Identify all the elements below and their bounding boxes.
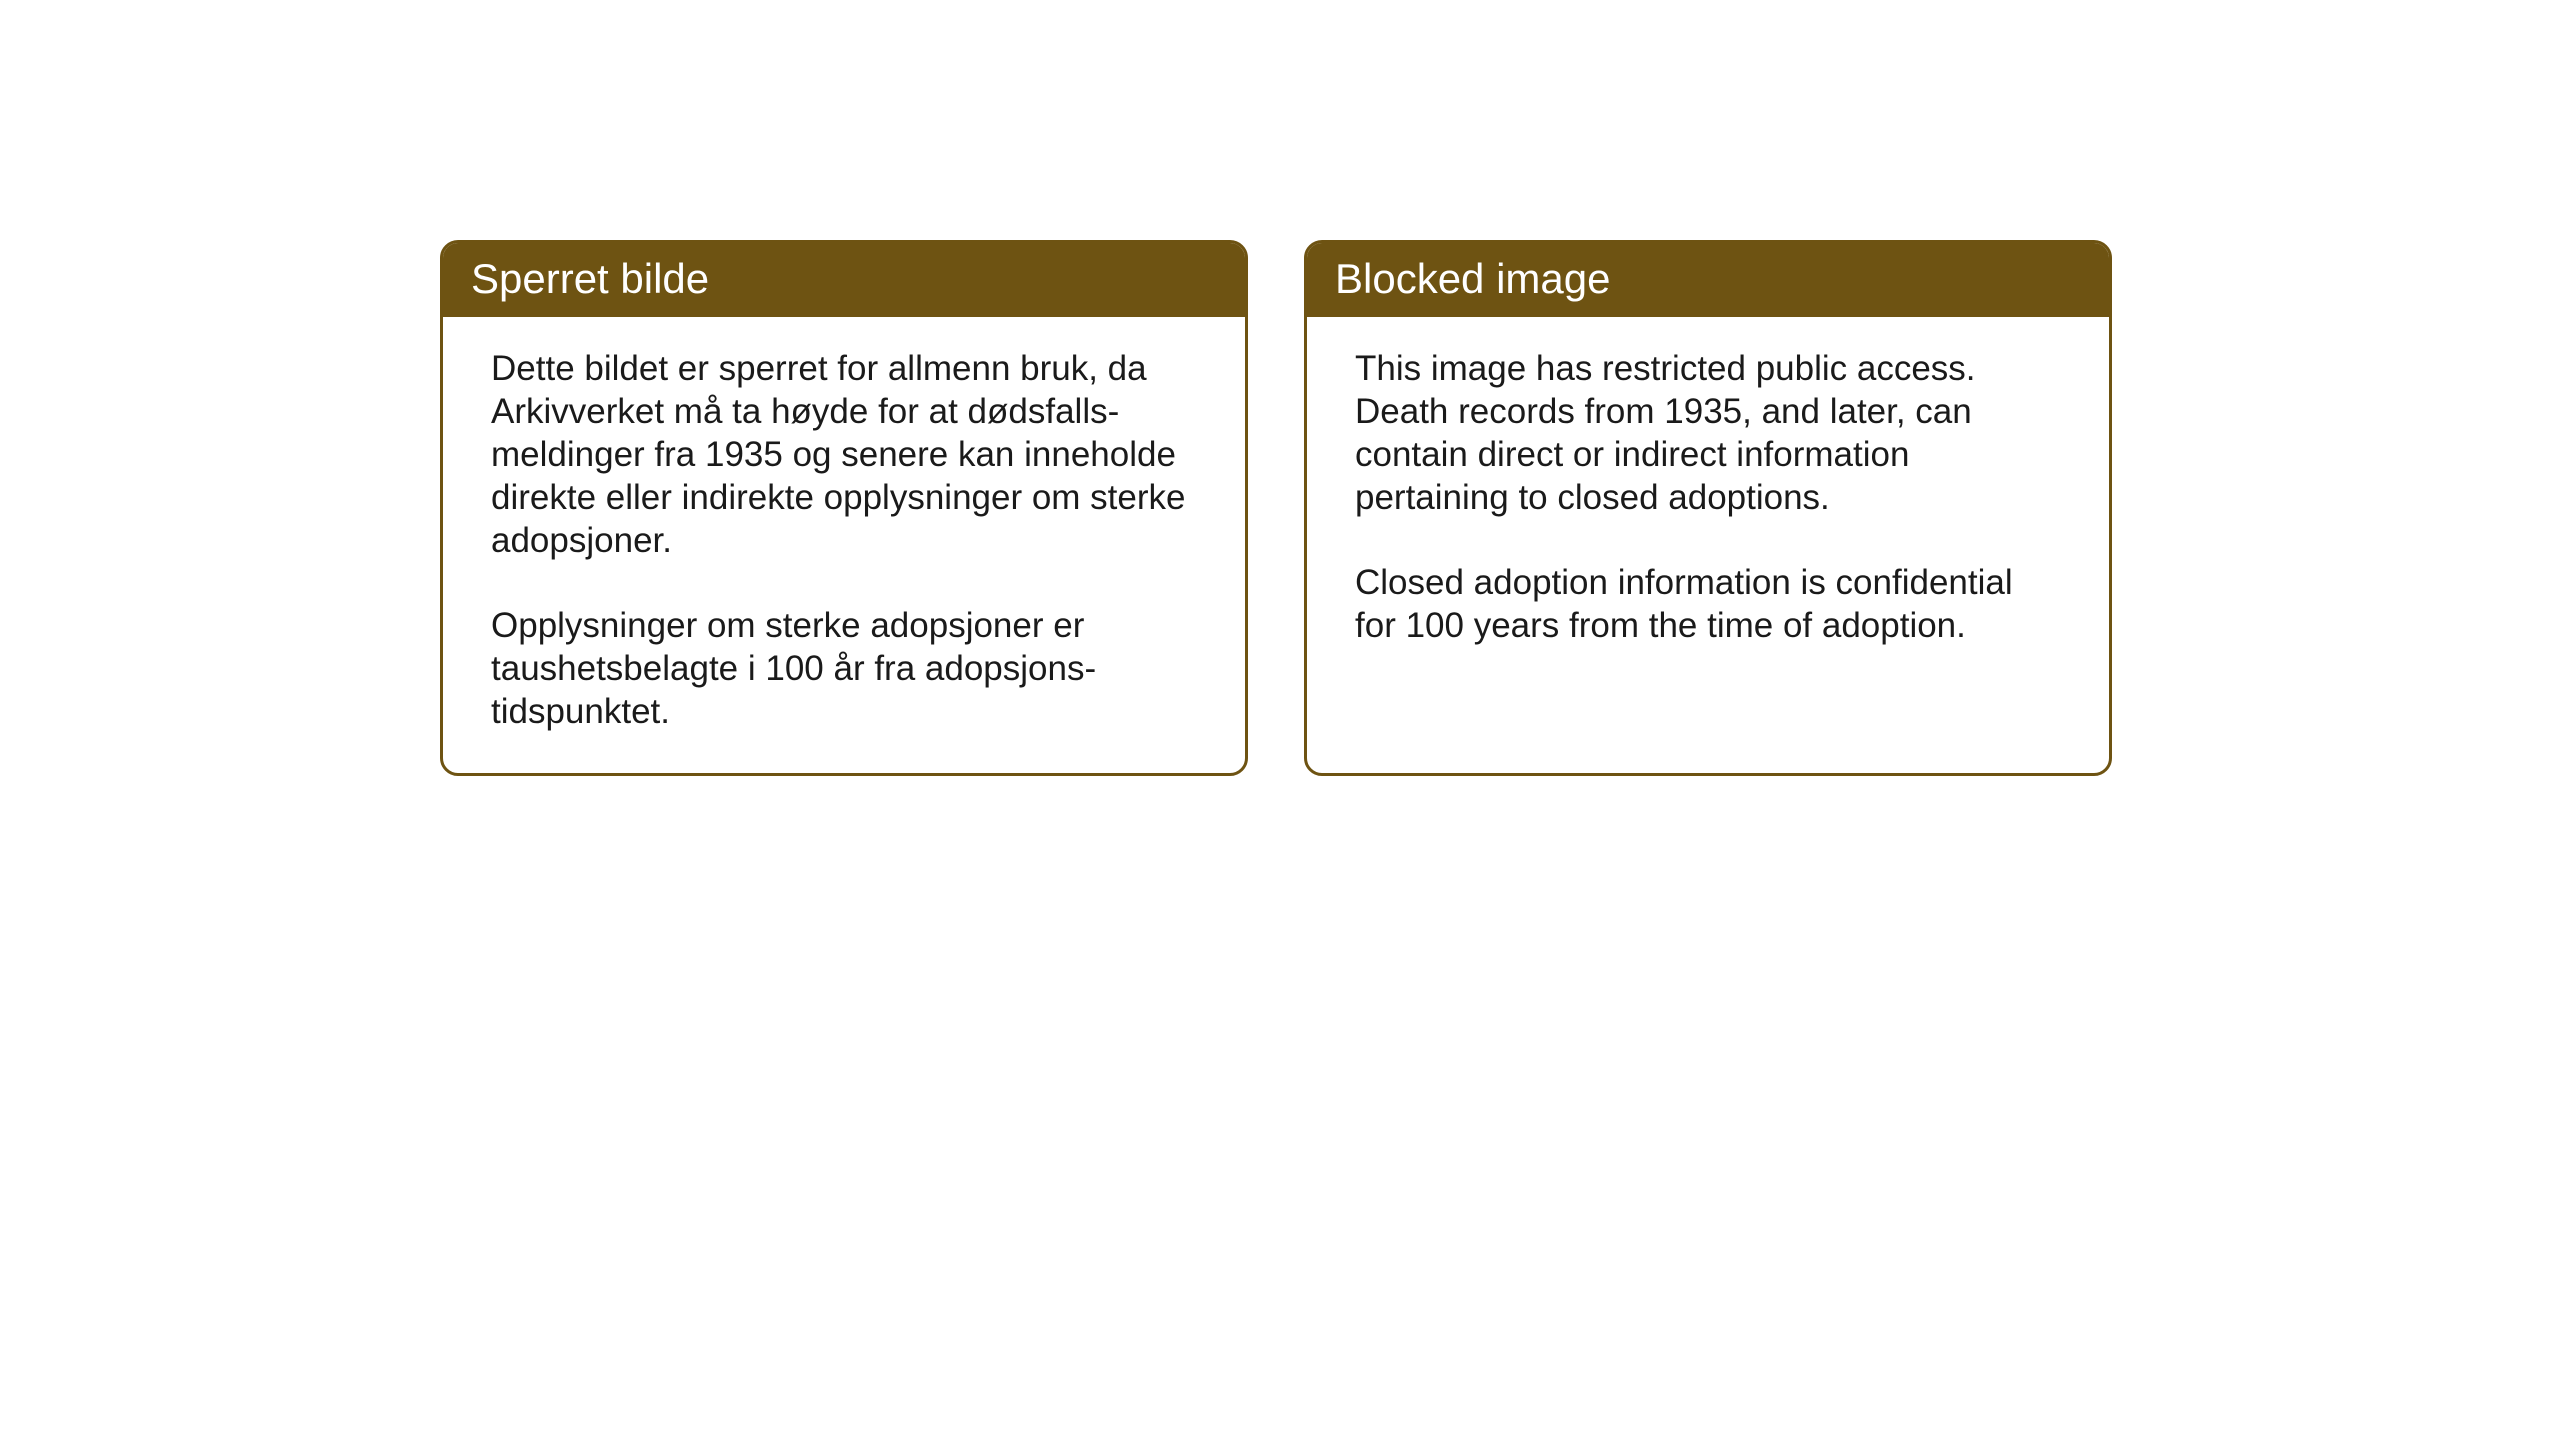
card-paragraph-2: Opplysninger om sterke adopsjoner er tau… (491, 604, 1197, 733)
card-title: Blocked image (1335, 255, 1610, 302)
card-title: Sperret bilde (471, 255, 709, 302)
card-paragraph-1: Dette bildet er sperret for allmenn bruk… (491, 347, 1197, 562)
card-body-english: This image has restricted public access.… (1307, 317, 2109, 687)
card-paragraph-1: This image has restricted public access.… (1355, 347, 2061, 519)
card-body-norwegian: Dette bildet er sperret for allmenn bruk… (443, 317, 1245, 773)
blocked-image-card-english: Blocked image This image has restricted … (1304, 240, 2112, 776)
card-paragraph-2: Closed adoption information is confident… (1355, 561, 2061, 647)
card-header-norwegian: Sperret bilde (443, 243, 1245, 317)
card-header-english: Blocked image (1307, 243, 2109, 317)
blocked-image-card-norwegian: Sperret bilde Dette bildet er sperret fo… (440, 240, 1248, 776)
blocked-image-notice-container: Sperret bilde Dette bildet er sperret fo… (440, 240, 2112, 776)
